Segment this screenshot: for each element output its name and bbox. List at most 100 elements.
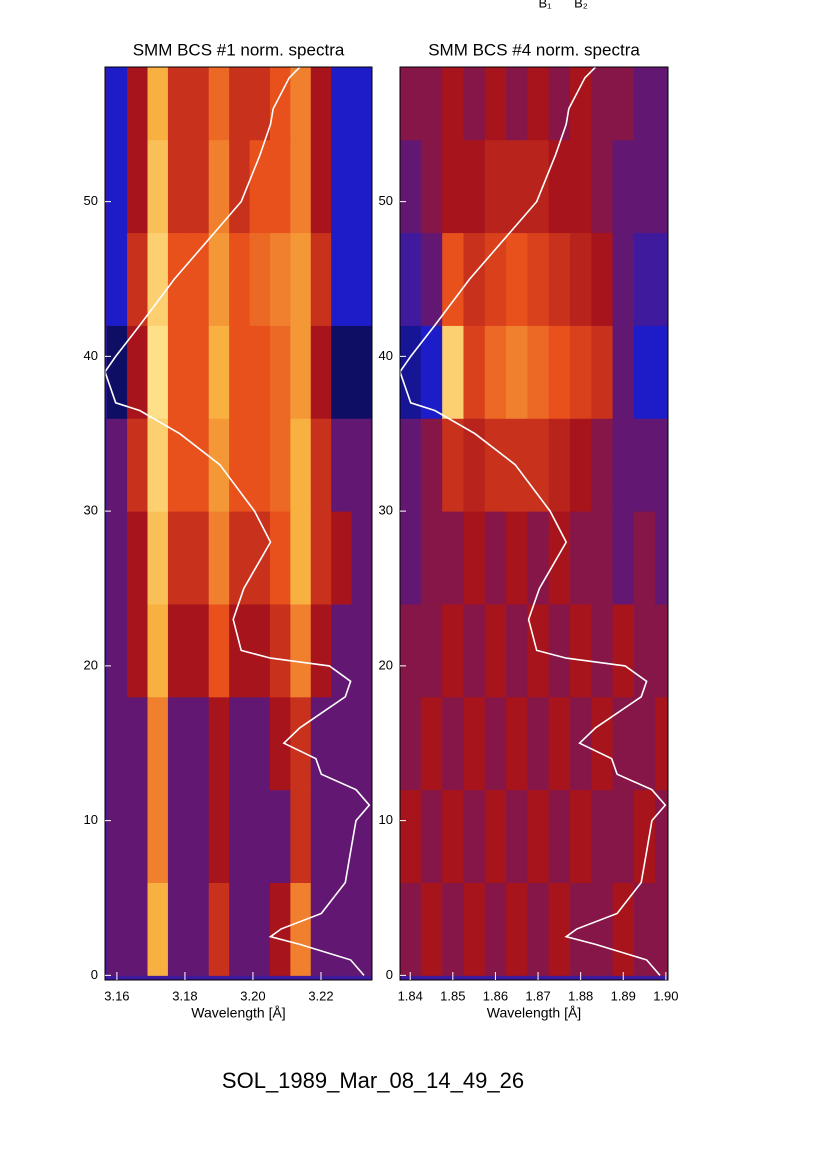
heatmap-cell [591,696,614,791]
chart-title: SMM BCS #4 norm. spectra [428,40,640,59]
heatmap-cell [655,603,668,698]
heatmap-cell [420,882,443,976]
heatmap-cell [548,696,571,791]
heatmap-cell [612,696,635,791]
heatmap-cell [188,511,210,605]
heatmap-cell [147,696,169,791]
heatmap-cell [269,139,291,234]
heatmap-cell [442,325,464,419]
heatmap-cell [147,511,169,605]
y-tick-label: 30 [379,503,393,518]
heatmap-cell [484,696,507,791]
heatmap-cell [167,789,189,884]
heatmap-cell [188,418,210,512]
heatmap-cell [400,789,422,884]
heatmap [105,67,372,980]
heatmap-cell [351,67,372,141]
heatmap-cell [591,418,614,512]
light-curve [400,67,667,976]
heatmap-cell [400,232,422,326]
heatmap-cell [249,882,271,976]
heatmap-cell [612,232,635,326]
heatmap-cell [147,232,169,326]
heatmap-cell [331,511,353,605]
heatmap-cell [484,882,507,976]
heatmap-cell [167,511,189,605]
heatmap-cell [167,418,189,512]
heatmap-cell [420,232,443,326]
heatmap-cell [420,418,443,512]
heatmap-cell [612,882,635,976]
heatmap-cell [106,789,128,884]
heatmap-cell [484,789,507,884]
heatmap-cell [591,232,614,326]
heatmap-cell [167,139,189,234]
x-tick-label: 1.88 [568,988,593,1003]
heatmap-cell [655,418,668,512]
heatmap-cell [229,325,251,419]
heatmap-cell [106,232,128,326]
heatmap-cell [249,603,271,698]
heatmap-cell [420,67,443,141]
heatmap-cell [506,418,528,512]
heatmap-cell [612,511,635,605]
heatmap-cell [269,511,291,605]
heatmap-cell [106,67,128,141]
heatmap-cell [147,603,169,698]
heatmap-cell [527,325,550,419]
heatmap-cell [442,139,464,234]
heatmap-cell [655,789,668,884]
heatmap-cell [106,325,128,419]
heatmap-cell [633,789,656,884]
heatmap-cell [548,882,571,976]
heatmap-cell [484,603,507,698]
heatmap-cell [331,232,353,326]
heatmap-cell [442,789,464,884]
heatmap-cell [269,418,291,512]
heatmap-cell [249,696,271,791]
heatmap-cell [127,696,149,791]
heatmap-cell [208,696,230,791]
heatmap-cell [188,789,210,884]
heatmap-cell [548,232,571,326]
heatmap-cell [612,603,635,698]
heatmap-cell [527,418,550,512]
heatmap-cell [420,789,443,884]
y-tick-label: 30 [84,503,98,518]
heatmap-cell [570,789,592,884]
heatmap-cell [310,325,332,419]
heatmap-cell [548,789,571,884]
heatmap-cell [463,418,486,512]
heatmap-cell [331,418,353,512]
heatmap-cell [331,603,353,698]
heatmap-cell [188,696,210,791]
heatmap-cell [229,789,251,884]
heatmap-cell [188,325,210,419]
heatmap-cell [208,882,230,976]
heatmap-cell [633,67,656,141]
heatmap-cell [351,696,372,791]
heatmap-cell [484,325,507,419]
heatmap-cell [290,882,312,976]
heatmap-cell [290,325,312,419]
heatmap-cell [229,603,251,698]
heatmap-cell [633,418,656,512]
heatmap-cell [548,139,571,234]
heatmap-cell [188,882,210,976]
heatmap-cell [331,882,353,976]
heatmap-cell [591,882,614,976]
heatmap-cell [127,232,149,326]
x-axis-label: Wavelength [Å] [191,1005,285,1021]
heatmap-cell [229,511,251,605]
chart-title: SMM BCS #1 norm. spectra [133,40,345,59]
heatmap-cell [612,789,635,884]
heatmap-cell [400,696,422,791]
heatmap-cell [633,139,656,234]
heatmap-cell [506,603,528,698]
heatmap-cell [527,789,550,884]
x-tick-label: 3.18 [172,988,197,1003]
heatmap-cell [147,789,169,884]
heatmap-cell [612,67,635,141]
heatmap-cell [290,67,312,141]
heatmap-cell [442,696,464,791]
